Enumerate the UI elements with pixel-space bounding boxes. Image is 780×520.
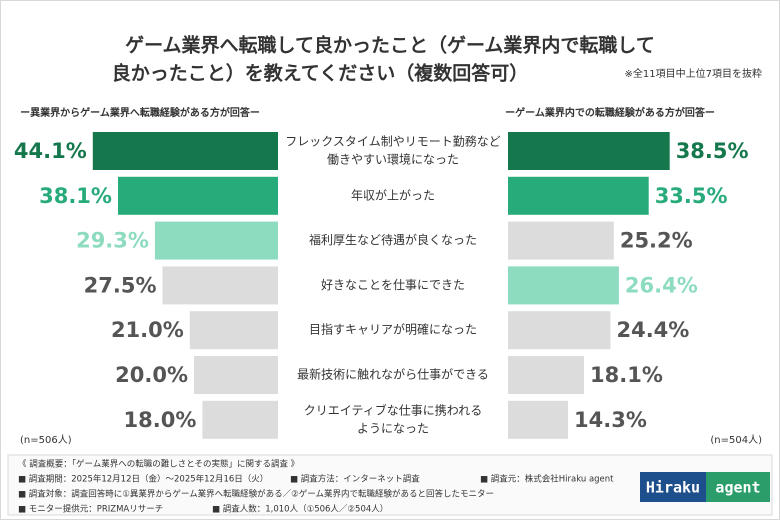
category-label: 年収が上がった bbox=[351, 187, 435, 202]
footer-text: ■ 調査対象：調査回答時に①異業界からゲーム業界へ転職経験がある／②ゲーム業界内… bbox=[18, 489, 494, 500]
value-label: 18.1% bbox=[590, 363, 663, 387]
value-label: 33.5% bbox=[655, 184, 728, 208]
bar bbox=[92, 132, 278, 170]
value-label: 20.0% bbox=[115, 363, 188, 387]
bar bbox=[508, 356, 585, 394]
series-name: ーゲーム業界内での転職経験がある方が回答ー bbox=[505, 106, 715, 119]
category-label: 福利厚生など待遇が良くなった bbox=[309, 232, 477, 247]
logo-text: Hiraku bbox=[646, 479, 700, 497]
bar bbox=[189, 311, 278, 350]
value-label: 24.4% bbox=[616, 318, 689, 342]
category-label: フレックスタイム制やリモート勤務など bbox=[285, 135, 500, 149]
bar bbox=[508, 176, 649, 215]
n-label: (n=506人) bbox=[20, 434, 72, 446]
bar bbox=[508, 311, 611, 350]
footer-text: ■ モニター提供元：PRIZMAリサーチ bbox=[18, 504, 163, 515]
value-label: 26.4% bbox=[625, 273, 698, 297]
category-label: 最新技術に触れながら仕事ができる bbox=[297, 367, 489, 382]
bar bbox=[194, 356, 278, 394]
category-label: 好きなことを仕事にできた bbox=[321, 278, 465, 292]
footer-text: ■ 調査期間：2025年12月12日（金）〜2025年12月16日（火） bbox=[18, 474, 268, 485]
value-label: 27.5% bbox=[84, 273, 157, 297]
footer-text: ■ 調査元：株式会社Hiraku agent bbox=[480, 474, 614, 485]
series-name: ー異業界からゲーム業界へ転職経験がある方が回答ー bbox=[20, 106, 260, 119]
chart-title: 良かったこと）を教えてください（複数回答可） bbox=[112, 62, 528, 85]
bar bbox=[508, 221, 614, 260]
value-label: 21.0% bbox=[111, 318, 184, 342]
value-label: 38.1% bbox=[39, 184, 112, 208]
category-label: クリエイティブな仕事に携われる bbox=[304, 402, 482, 417]
category-label: ようになった bbox=[357, 421, 429, 435]
logo: Hiraku agent bbox=[640, 472, 770, 502]
bar bbox=[154, 221, 278, 260]
logo-right bbox=[706, 472, 770, 502]
bar bbox=[508, 400, 569, 439]
value-label: 14.3% bbox=[574, 408, 647, 432]
bar bbox=[202, 400, 278, 439]
logo-text: agent bbox=[715, 479, 760, 497]
bar bbox=[117, 176, 278, 215]
chart-title: ゲーム業界へ転職して良かったこと（ゲーム業界内で転職して bbox=[125, 34, 655, 57]
bar bbox=[162, 266, 278, 305]
bar bbox=[508, 266, 619, 305]
value-label: 25.2% bbox=[620, 229, 693, 253]
note: ※全11項目中上位7項目を抜粋 bbox=[625, 67, 762, 80]
value-label: 38.5% bbox=[676, 139, 749, 163]
footer-text: 《 調査概要：「ゲーム業界への転職の難しさとその実態」に関する調査 》 bbox=[18, 459, 299, 470]
value-label: 18.0% bbox=[124, 408, 197, 432]
category-label: 目指すキャリアが明確になった bbox=[309, 322, 477, 337]
value-label: 44.1% bbox=[14, 139, 87, 163]
bar bbox=[508, 132, 670, 170]
footer-text: ■ 調査人数：1,010人（①506人／②504人） bbox=[212, 504, 388, 515]
value-label: 29.3% bbox=[76, 229, 149, 253]
footer-text: ■ 調査方法：インターネット調査 bbox=[290, 474, 420, 485]
category-label: 働きやすい環境になった bbox=[327, 152, 459, 167]
n-label: (n=504人) bbox=[710, 434, 762, 446]
logo-left bbox=[640, 472, 706, 502]
